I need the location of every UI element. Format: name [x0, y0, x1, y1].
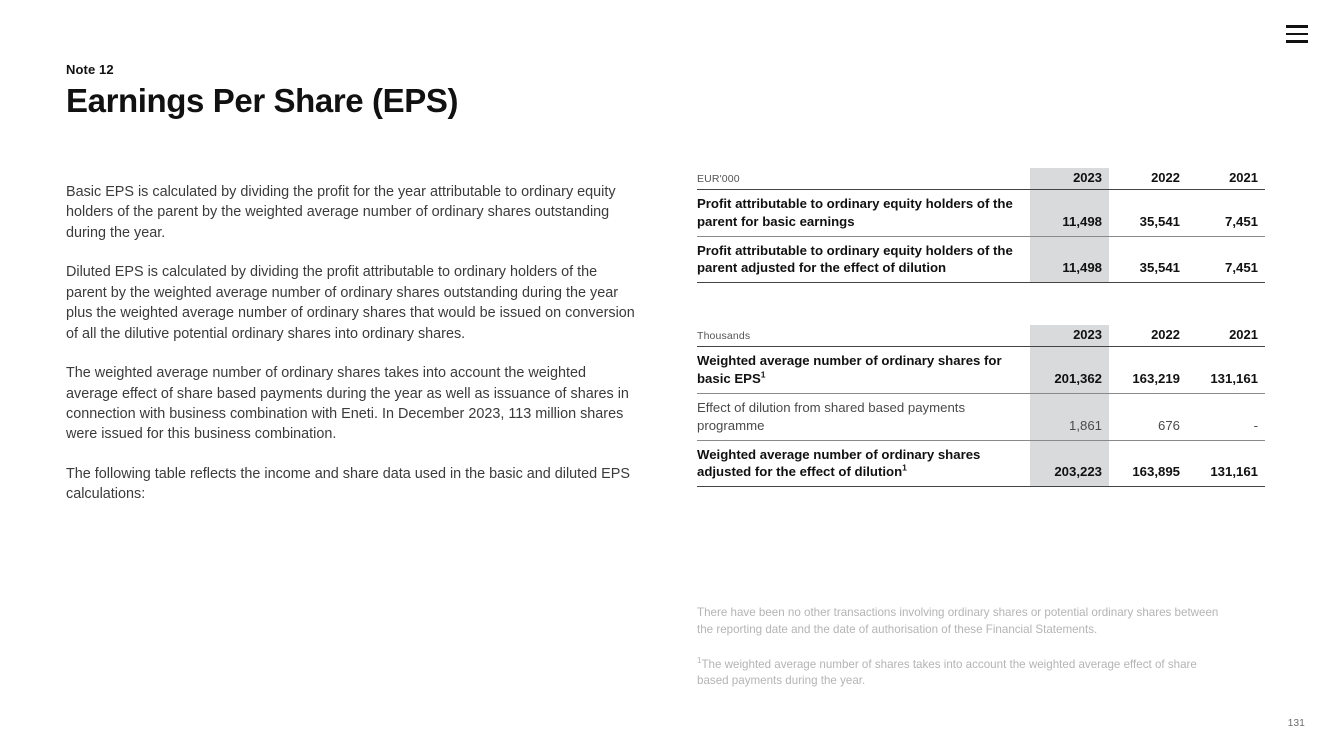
financial-tables-column: EUR'000 2023 2022 2021 Profit attributab…: [697, 168, 1265, 488]
table-row: Weighted average number of ordinary shar…: [697, 346, 1265, 394]
page-title: Earnings Per Share (EPS): [66, 82, 459, 119]
column-header-2023: 2023: [1030, 325, 1109, 348]
row-label-text: Weighted average number of ordinary shar…: [697, 446, 981, 480]
row-value-2022: 35,541: [1109, 236, 1187, 284]
table-header-row: Thousands 2023 2022 2021: [697, 325, 1265, 348]
body-paragraph: The weighted average number of ordinary …: [66, 365, 629, 443]
row-label: Effect of dilution from shared based pay…: [697, 393, 1030, 441]
column-header-2022: 2022: [1109, 325, 1187, 348]
row-value-2021: 131,161: [1187, 440, 1265, 488]
footnote-general: There have been no other transactions in…: [697, 606, 1219, 636]
column-header-2021: 2021: [1187, 168, 1265, 190]
table-spacer: [697, 283, 1265, 325]
row-value-2023: 201,362: [1030, 346, 1109, 394]
body-paragraph: Basic EPS is calculated by dividing the …: [66, 183, 616, 241]
footnote-numbered: 1The weighted average number of shares t…: [697, 655, 1227, 691]
row-label: Profit attributable to ordinary equity h…: [697, 236, 1030, 284]
body-text-block: Basic EPS is calculated by dividing the …: [66, 182, 640, 505]
row-value-2022: 35,541: [1109, 189, 1187, 237]
footnote-marker: 1: [697, 655, 702, 665]
table-header-row: EUR'000 2023 2022 2021: [697, 168, 1265, 190]
row-label: Profit attributable to ordinary equity h…: [697, 189, 1030, 237]
body-paragraph: The following table reflects the income …: [66, 465, 630, 503]
column-header-2022: 2022: [1109, 168, 1187, 190]
page-number: 131: [1287, 718, 1305, 729]
eps-earnings-table: EUR'000 2023 2022 2021 Profit attributab…: [697, 168, 1265, 284]
row-value-2021: -: [1187, 393, 1265, 441]
hamburger-menu-icon[interactable]: [1286, 25, 1308, 43]
row-value-2022: 163,895: [1109, 440, 1187, 488]
row-label-text: Weighted average number of ordinary shar…: [697, 353, 1002, 387]
table-row: Profit attributable to ordinary equity h…: [697, 236, 1265, 284]
column-header-2023: 2023: [1030, 168, 1109, 190]
content-left-column: Note 12 Earnings Per Share (EPS) Basic E…: [66, 62, 640, 505]
row-value-2021: 7,451: [1187, 236, 1265, 284]
row-value-2021: 7,451: [1187, 189, 1265, 237]
table-row: Weighted average number of ordinary shar…: [697, 440, 1265, 488]
menu-line-3: [1286, 40, 1308, 43]
eps-shares-table: Thousands 2023 2022 2021 Weighted averag…: [697, 325, 1265, 488]
footnote-marker: 1: [760, 369, 766, 380]
table-unit-label: EUR'000: [697, 168, 1030, 190]
menu-line-1: [1286, 25, 1308, 28]
table-row: Profit attributable to ordinary equity h…: [697, 189, 1265, 237]
note-label: Note 12: [66, 62, 114, 77]
table-row: Effect of dilution from shared based pay…: [697, 393, 1265, 441]
row-value-2021: 131,161: [1187, 346, 1265, 394]
row-value-2023: 11,498: [1030, 236, 1109, 284]
row-label: Weighted average number of ordinary shar…: [697, 346, 1030, 394]
body-paragraph: Diluted EPS is calculated by dividing th…: [66, 264, 635, 342]
row-value-2023: 1,861: [1030, 393, 1109, 441]
table-unit-label: Thousands: [697, 325, 1030, 348]
row-value-2022: 163,219: [1109, 346, 1187, 394]
row-value-2022: 676: [1109, 393, 1187, 441]
menu-line-2: [1286, 32, 1308, 36]
row-value-2023: 203,223: [1030, 440, 1109, 488]
column-header-2021: 2021: [1187, 325, 1265, 348]
row-label: Weighted average number of ordinary shar…: [697, 440, 1030, 488]
footnotes-block: There have been no other transactions in…: [697, 605, 1227, 690]
footnote-marker: 1: [902, 462, 907, 473]
footnote-text: The weighted average number of shares ta…: [697, 657, 1197, 688]
row-value-2023: 11,498: [1030, 189, 1109, 237]
